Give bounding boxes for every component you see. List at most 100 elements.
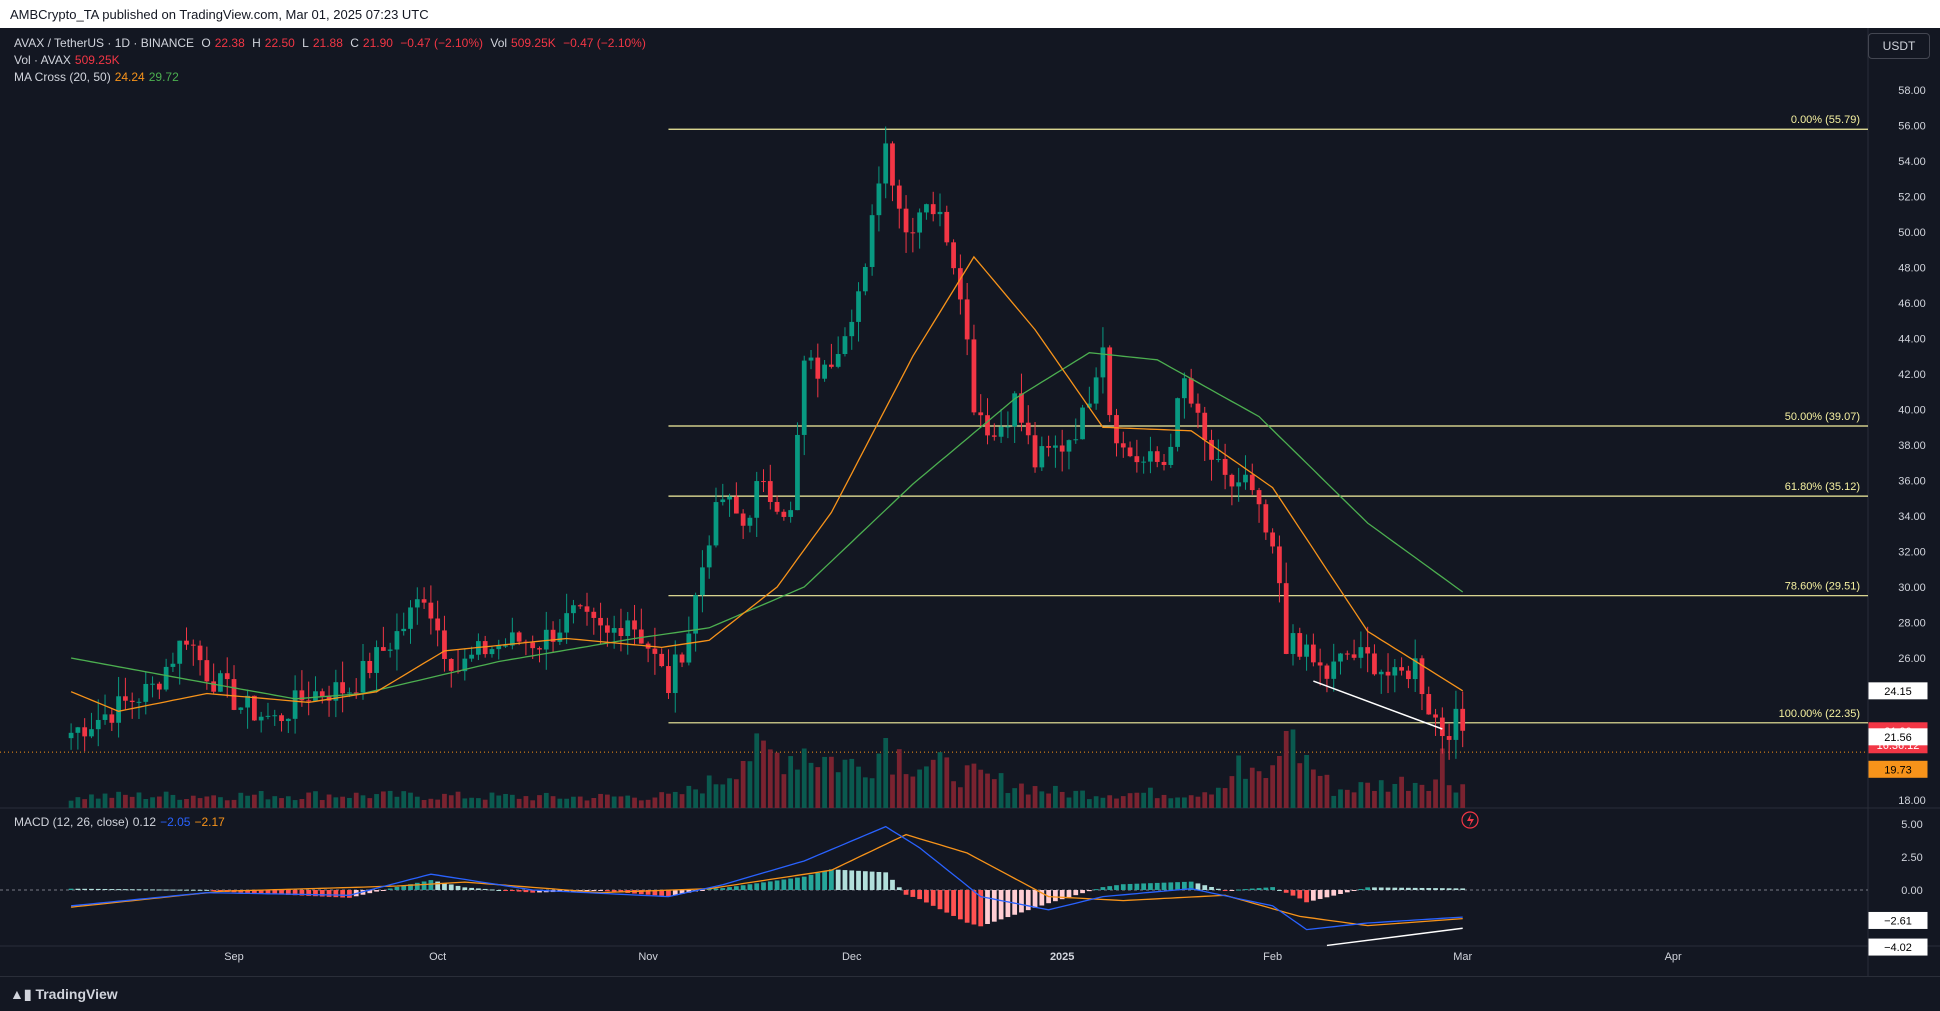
macd-hist-bar — [666, 890, 671, 897]
candle-body — [924, 204, 929, 213]
volume-bar — [917, 769, 923, 808]
volume-bar — [733, 779, 739, 808]
candle-body — [1202, 412, 1208, 440]
macd-hist-bar — [1460, 888, 1466, 890]
volume-bar — [1358, 782, 1364, 808]
ma-cross-label: MA Cross (20, 50) — [14, 70, 111, 84]
low-value: 21.88 — [312, 36, 343, 50]
volume-bar — [408, 792, 413, 808]
volume-bar — [713, 784, 719, 808]
close-value: 21.90 — [362, 36, 393, 50]
volume-bar — [1419, 784, 1425, 808]
volume-bar — [788, 756, 794, 808]
candle-body — [537, 648, 542, 650]
candle-body — [971, 339, 977, 413]
volume-bar — [163, 791, 169, 808]
macd-hist-bar — [265, 890, 271, 894]
candle-body — [170, 663, 176, 667]
volume-bar — [896, 749, 902, 808]
volume-bar — [95, 798, 101, 808]
candle-body — [428, 602, 434, 619]
candle-body — [1161, 461, 1167, 465]
macd-hist-bar — [652, 890, 658, 896]
time-tick-label: Mar — [1453, 951, 1472, 963]
time-tick-label: Feb — [1263, 951, 1282, 963]
currency-button[interactable]: USDT — [1868, 33, 1930, 59]
volume-bar — [1460, 784, 1466, 808]
macd-hist-bar — [95, 888, 101, 890]
candle-body — [543, 629, 549, 650]
candle-body — [1358, 647, 1364, 658]
volume-bar — [978, 769, 984, 808]
candle-body — [143, 683, 149, 702]
volume-bar — [645, 799, 651, 808]
macd-hist-bar — [971, 890, 977, 925]
volume-bar — [428, 798, 434, 808]
lightning-icon-bolt — [1467, 814, 1474, 827]
fib-label: 100.00% (22.35) — [1779, 708, 1860, 720]
macd-hist-bar — [883, 872, 889, 890]
candle-body — [1249, 474, 1255, 491]
volume-bar — [313, 791, 318, 808]
macd-signal-value: −2.17 — [194, 815, 225, 829]
candle-body — [930, 204, 936, 215]
macd-hist-bar — [1059, 890, 1065, 900]
candle-body — [1073, 439, 1079, 441]
macd-hist-bar — [503, 890, 508, 891]
macd-hist-bar — [1426, 888, 1432, 890]
macd-hist-bar — [163, 889, 169, 891]
candle-body — [272, 715, 278, 717]
time-tick-label: Apr — [1665, 951, 1682, 963]
volume-bar — [937, 752, 943, 808]
macd-hist-bar — [387, 888, 393, 890]
macd-hist-bar — [279, 890, 284, 895]
macd-hist-bar — [706, 889, 712, 891]
macd-hist-bar — [903, 890, 909, 895]
volume-bar — [476, 798, 481, 808]
volume-bar — [1317, 775, 1323, 808]
candle-body — [469, 654, 474, 659]
candle-body — [313, 691, 318, 702]
price-tick-label: 28.00 — [1898, 618, 1926, 630]
candle-body — [679, 654, 685, 663]
volume-bar — [319, 800, 325, 808]
candle-body — [360, 660, 366, 693]
price-tag-label: 21.56 — [1884, 732, 1912, 744]
candle-body — [917, 212, 923, 233]
price-tick-label: 52.00 — [1898, 192, 1926, 204]
candle-body — [1182, 378, 1187, 399]
volume-bar — [1283, 731, 1289, 808]
open-value: 22.38 — [214, 36, 245, 50]
candle-body — [1365, 647, 1371, 654]
macd-hist-bar — [1317, 890, 1323, 899]
volume-bar — [632, 797, 637, 808]
macd-hist-bar — [638, 890, 644, 895]
volume-bar — [516, 798, 522, 808]
candle-body — [150, 683, 155, 685]
macd-hist-bar — [686, 890, 692, 893]
price-chart[interactable]: 0.00% (55.79) 50.00% (39.07) 61.80% (35.12… — [0, 28, 1940, 976]
candle-body — [292, 690, 298, 719]
macd-hist-bar — [204, 889, 210, 891]
price-tick-label: 34.00 — [1898, 511, 1926, 523]
candle-body — [442, 630, 447, 659]
volume-bar — [951, 781, 956, 808]
candle-body — [353, 692, 359, 694]
volume-bar — [700, 793, 705, 808]
volume-bar — [1426, 790, 1432, 808]
candle-body — [109, 714, 115, 723]
volume-bar — [150, 797, 155, 808]
macd-hist-bar — [129, 889, 135, 891]
candle-body — [163, 666, 169, 690]
volume-bar — [822, 756, 827, 808]
candle-body — [1317, 662, 1323, 666]
macd-hist-bar — [1154, 882, 1160, 890]
volume-bar — [435, 799, 441, 808]
macd-hist-bar — [591, 890, 597, 891]
macd-hist-bar — [1433, 888, 1438, 890]
volume-bar — [1182, 797, 1187, 808]
macd-hist-bar — [1086, 890, 1092, 892]
candle-body — [1426, 694, 1432, 715]
ma50-line — [70, 352, 1464, 700]
macd-hist-bar — [1419, 887, 1425, 890]
